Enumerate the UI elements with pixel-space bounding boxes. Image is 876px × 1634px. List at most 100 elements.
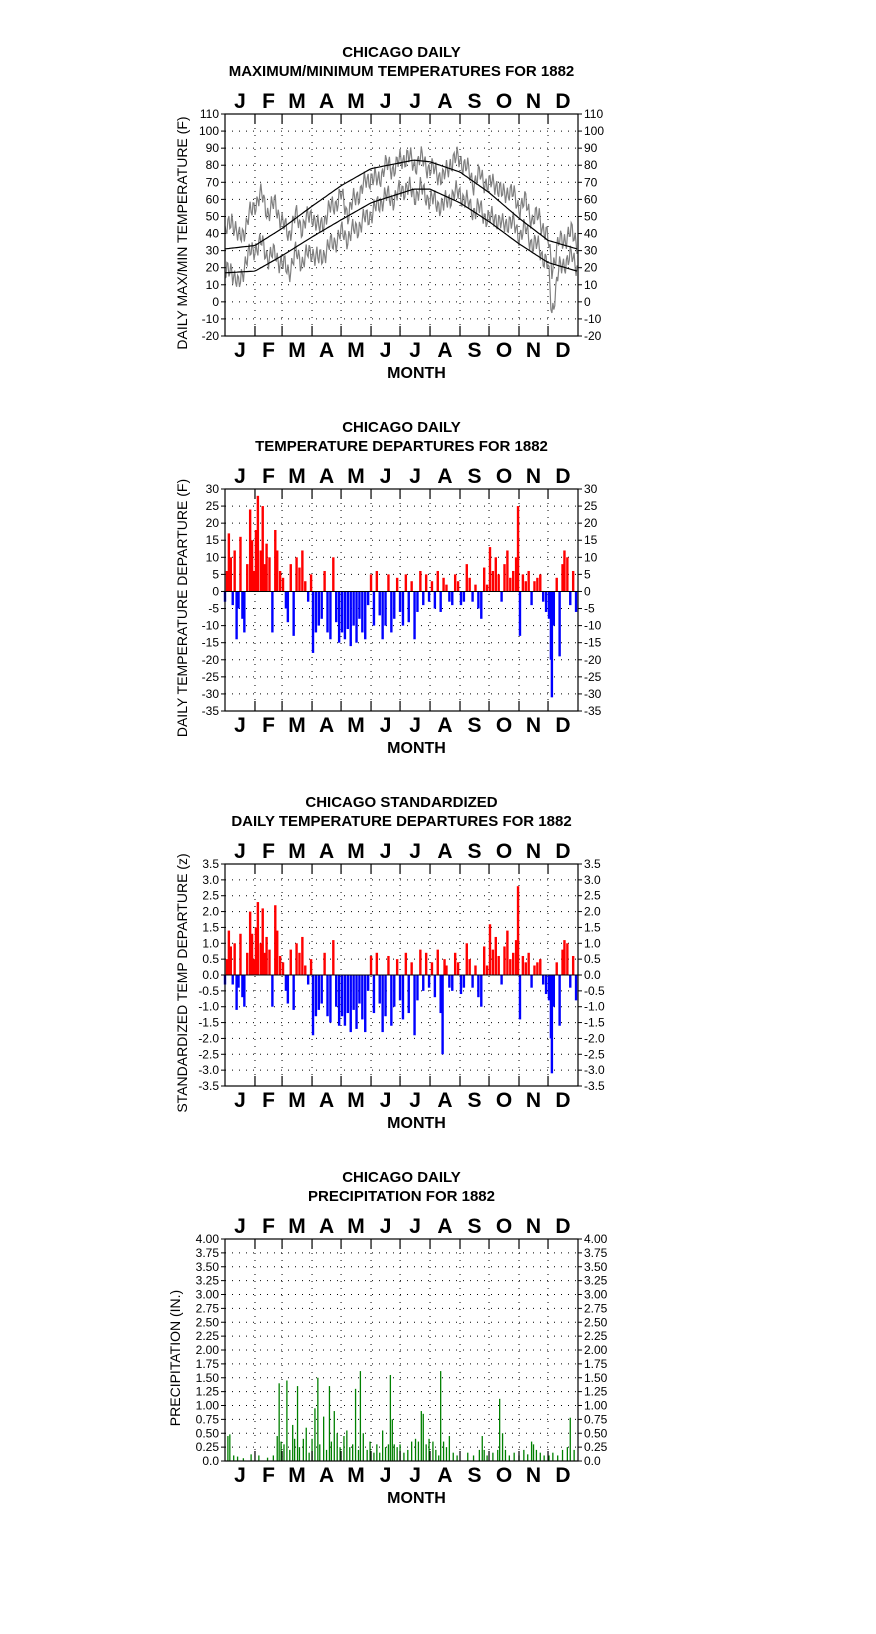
departure-bar	[384, 975, 387, 1017]
chart-title-line: DAILY TEMPERATURE DEPARTURES FOR 1882	[231, 813, 571, 830]
ytick-label-right: 2.50	[584, 1315, 608, 1329]
departure-bar	[276, 550, 279, 592]
departure-bar	[259, 550, 262, 592]
ytick-label-right: 0.5	[584, 952, 601, 966]
month-label-top: F	[262, 90, 275, 113]
departure-bar	[539, 574, 542, 592]
ytick-label-right: 3.00	[584, 1288, 608, 1302]
departure-bar	[256, 495, 260, 592]
month-label-top: J	[380, 840, 392, 863]
ytick-label-left: 70	[206, 175, 220, 189]
departure-bar	[524, 962, 527, 975]
month-label-bottom: M	[347, 1089, 365, 1112]
month-label-top: S	[468, 840, 482, 863]
ytick-label-right: 80	[584, 158, 598, 172]
x-axis-label: MONTH	[387, 1115, 446, 1132]
month-label-bottom: J	[380, 339, 392, 362]
departure-bar	[231, 591, 234, 606]
departure-bar	[378, 591, 381, 616]
month-label-top: M	[347, 1215, 365, 1238]
departure-bar	[413, 975, 416, 1036]
departure-bar	[518, 975, 522, 1020]
month-label-bottom: A	[319, 714, 334, 737]
month-label-top: O	[496, 90, 512, 113]
ytick-label-left: -10	[202, 619, 220, 633]
departure-bar	[314, 975, 318, 1017]
departure-bar	[427, 591, 431, 602]
ytick-label-right: -20	[584, 329, 602, 343]
ytick-label-left: -35	[202, 704, 220, 718]
departure-bar	[329, 591, 332, 640]
ytick-label-left: -1.5	[198, 1016, 219, 1030]
ytick-label-right: 0.0	[584, 1454, 601, 1468]
departure-bar	[443, 959, 446, 975]
departure-bar	[235, 975, 238, 1010]
departure-bar	[544, 975, 548, 995]
plot-frame	[224, 113, 579, 337]
chart-1: CHICAGO DAILY MAXIMUM/MINIMUM TEMPERATURE…	[174, 44, 604, 382]
departure-bar	[366, 975, 370, 991]
month-label-bottom: M	[288, 714, 306, 737]
ytick-label-left: -3.0	[198, 1063, 219, 1077]
departure-bar	[295, 557, 298, 592]
departure-bar	[509, 959, 512, 975]
departure-bar	[497, 574, 500, 592]
month-label-bottom: M	[347, 339, 365, 362]
chart-2: CHICAGO DAILY TEMPERATURE DEPARTURES FOR …	[174, 419, 602, 757]
departure-bar	[433, 975, 437, 998]
departure-bar	[225, 570, 229, 592]
departure-bar	[459, 591, 463, 606]
month-label-bottom: J	[409, 1089, 421, 1112]
departure-bar	[480, 591, 483, 619]
normal-max-line	[224, 159, 578, 250]
departure-bar	[491, 949, 495, 975]
month-label-top: A	[319, 840, 334, 863]
month-label-top: S	[468, 465, 482, 488]
ytick-label-left: -30	[202, 687, 220, 701]
month-label-top: A	[319, 1215, 334, 1238]
ytick-label-right: -1.0	[584, 1000, 605, 1014]
month-label-top: O	[496, 465, 512, 488]
ytick-label-right: 5	[584, 567, 591, 581]
ytick-label-right: 60	[584, 192, 598, 206]
departure-bar	[451, 591, 454, 606]
month-label-bottom: A	[319, 339, 334, 362]
ytick-label-right: -5	[584, 602, 595, 616]
departure-bar	[352, 591, 355, 626]
ytick-label-left: 0.50	[196, 1426, 220, 1440]
departure-bar	[416, 591, 419, 612]
chart-title-line: CHICAGO DAILY	[342, 419, 461, 436]
departure-bar	[227, 533, 231, 592]
month-label-bottom: J	[409, 339, 421, 362]
ytick-label-right: 90	[584, 141, 598, 155]
departure-bar	[506, 550, 509, 592]
departure-bar	[419, 570, 422, 592]
departure-bar	[500, 591, 503, 602]
departure-bar	[248, 509, 252, 592]
departure-bar	[233, 943, 236, 975]
month-label-top: F	[262, 840, 275, 863]
month-label-top: M	[347, 465, 365, 488]
ytick-label-left: 0.25	[196, 1440, 220, 1454]
departure-bar	[527, 952, 530, 975]
ytick-label-left: 15	[206, 533, 220, 547]
departure-bar	[274, 905, 277, 975]
departure-bar	[533, 965, 536, 975]
ytick-label-left: 90	[206, 141, 220, 155]
departure-bar	[419, 949, 422, 975]
departure-bar	[286, 975, 290, 1004]
ytick-label-right: 0.25	[584, 1440, 608, 1454]
departure-bar	[250, 540, 254, 592]
departure-bar	[413, 591, 416, 640]
departure-bar	[395, 959, 399, 975]
ytick-label-right: 2.00	[584, 1343, 608, 1357]
month-label-top: J	[234, 465, 246, 488]
departure-bar	[433, 591, 437, 609]
departure-bar	[571, 955, 575, 975]
departure-bar	[292, 975, 295, 1010]
ytick-label-right: 15	[584, 533, 598, 547]
ytick-label-left: 25	[206, 499, 220, 513]
departure-bar	[453, 574, 457, 592]
departure-bar	[231, 975, 234, 985]
departure-bar	[456, 581, 460, 592]
